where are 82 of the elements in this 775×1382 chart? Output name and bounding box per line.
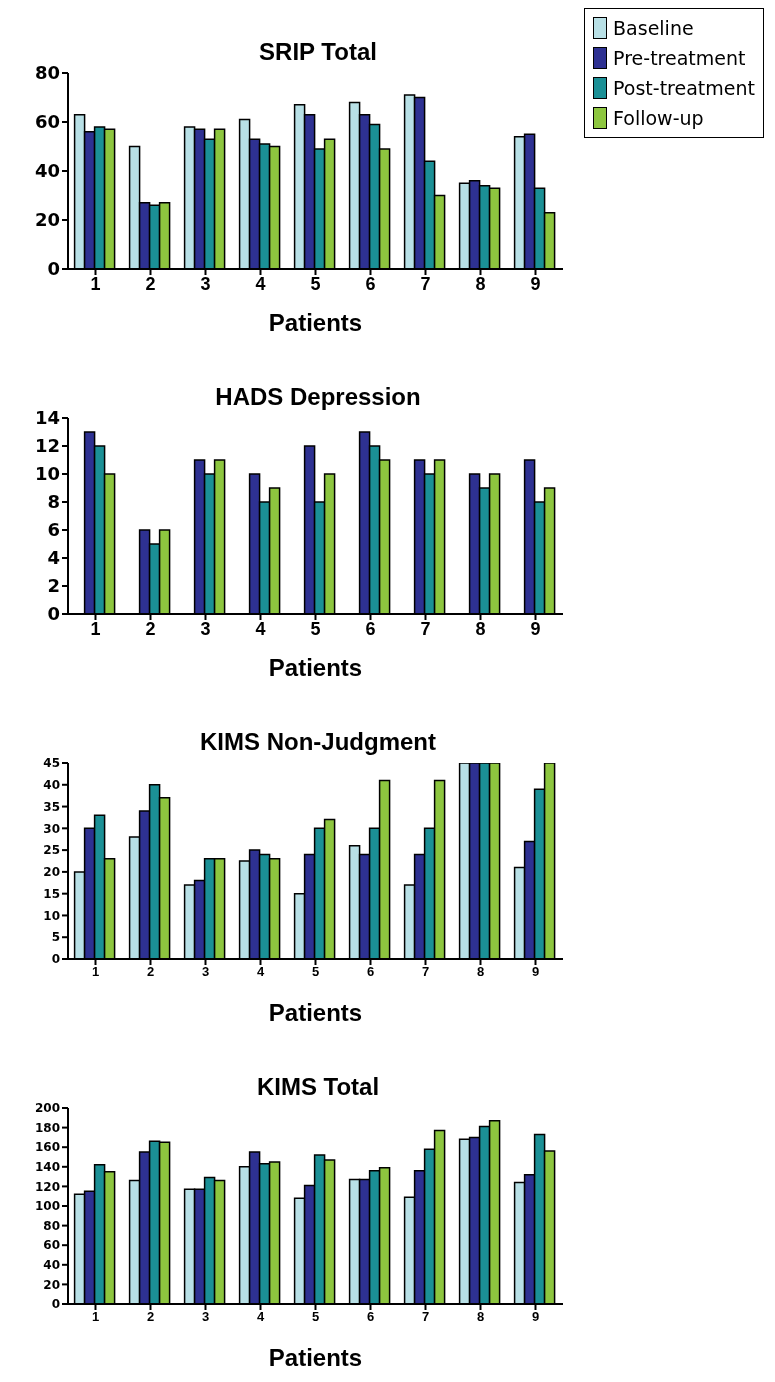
x-tick-label: 5 xyxy=(310,618,321,639)
y-tick-label: 35 xyxy=(43,799,60,814)
x-tick-label: 2 xyxy=(146,964,155,980)
y-tick-label: 200 xyxy=(34,1101,60,1116)
y-tick-label: 100 xyxy=(34,1199,60,1214)
y-tick-label: 120 xyxy=(34,1179,60,1194)
y-tick-label: 0 xyxy=(51,1297,60,1312)
x-tick-label: 4 xyxy=(255,273,266,294)
y-tick-label: 30 xyxy=(43,821,60,836)
x-axis-title: Patients xyxy=(268,309,363,336)
y-tick-label: 20 xyxy=(43,865,60,880)
chart-title: KIMS Total xyxy=(255,1073,381,1101)
y-tick-label: 10 xyxy=(34,463,60,485)
legend-label: Post-treatment xyxy=(613,76,755,101)
x-tick-label: 3 xyxy=(200,618,211,639)
x-tick-label: 9 xyxy=(530,273,541,294)
y-tick-label: 40 xyxy=(43,1258,60,1273)
x-tick-label: 6 xyxy=(365,273,376,294)
x-tick-label: 4 xyxy=(256,964,265,980)
y-tick-label: 140 xyxy=(34,1160,60,1175)
x-tick-label: 1 xyxy=(90,618,101,639)
y-tick-label: 40 xyxy=(43,778,60,793)
x-tick-label: 7 xyxy=(421,1309,430,1325)
x-tick-label: 9 xyxy=(530,618,541,639)
y-tick-label: 4 xyxy=(47,547,60,569)
y-tick-label: 14 xyxy=(34,407,60,429)
x-tick-label: 7 xyxy=(421,964,430,980)
x-axis-title: Patients xyxy=(268,1344,363,1371)
chart-title: KIMS Non-Judgment xyxy=(199,728,437,756)
x-tick-label: 1 xyxy=(91,1309,100,1325)
legend-label: Follow-up xyxy=(613,106,704,131)
y-tick-label: 8 xyxy=(47,491,60,513)
legend-label: Baseline xyxy=(613,16,694,41)
y-tick-label: 25 xyxy=(43,843,60,858)
x-tick-label: 8 xyxy=(475,618,486,639)
x-tick-label: 6 xyxy=(366,964,375,980)
y-tick-label: 2 xyxy=(47,575,60,597)
y-tick-label: 160 xyxy=(34,1140,60,1155)
x-tick-label: 6 xyxy=(365,618,376,639)
x-tick-label: 7 xyxy=(420,618,431,639)
x-tick-label: 3 xyxy=(201,1309,210,1325)
y-tick-label: 0 xyxy=(51,952,60,967)
x-axis-title: Patients xyxy=(268,999,363,1026)
x-tick-label: 8 xyxy=(476,964,485,980)
y-tick-label: 40 xyxy=(34,160,60,182)
x-tick-label: 4 xyxy=(255,618,266,639)
y-tick-label: 0 xyxy=(47,258,60,280)
y-tick-label: 5 xyxy=(51,930,60,945)
chart-title: HADS Depression xyxy=(214,383,422,411)
y-tick-label: 45 xyxy=(43,756,60,771)
x-tick-label: 3 xyxy=(201,964,210,980)
legend-label: Pre-treatment xyxy=(613,46,746,71)
x-tick-label: 8 xyxy=(476,1309,485,1325)
y-tick-label: 6 xyxy=(47,519,60,541)
x-tick-label: 5 xyxy=(311,1309,320,1325)
x-tick-label: 6 xyxy=(366,1309,375,1325)
y-tick-label: 12 xyxy=(34,435,60,457)
chart-title: SRIP Total xyxy=(258,38,378,66)
x-tick-label: 8 xyxy=(475,273,486,294)
x-tick-label: 7 xyxy=(420,273,431,294)
y-tick-label: 10 xyxy=(43,908,60,923)
x-tick-label: 5 xyxy=(310,273,321,294)
x-tick-label: 9 xyxy=(531,1309,540,1325)
y-tick-label: 80 xyxy=(43,1218,60,1233)
x-tick-label: 1 xyxy=(90,273,101,294)
x-tick-label: 2 xyxy=(145,273,156,294)
x-tick-label: 1 xyxy=(91,964,100,980)
x-axis-title: Patients xyxy=(268,654,363,681)
y-tick-label: 15 xyxy=(43,886,60,901)
y-tick-label: 80 xyxy=(34,62,60,84)
y-tick-label: 20 xyxy=(43,1277,60,1292)
x-tick-label: 4 xyxy=(256,1309,265,1325)
x-tick-label: 2 xyxy=(145,618,156,639)
x-tick-label: 5 xyxy=(311,964,320,980)
x-tick-label: 3 xyxy=(200,273,211,294)
x-tick-label: 9 xyxy=(531,964,540,980)
y-tick-label: 20 xyxy=(34,209,60,231)
y-tick-label: 0 xyxy=(47,603,60,625)
y-tick-label: 60 xyxy=(43,1238,60,1253)
y-tick-label: 60 xyxy=(34,111,60,133)
x-tick-label: 2 xyxy=(146,1309,155,1325)
y-tick-label: 180 xyxy=(34,1120,60,1135)
